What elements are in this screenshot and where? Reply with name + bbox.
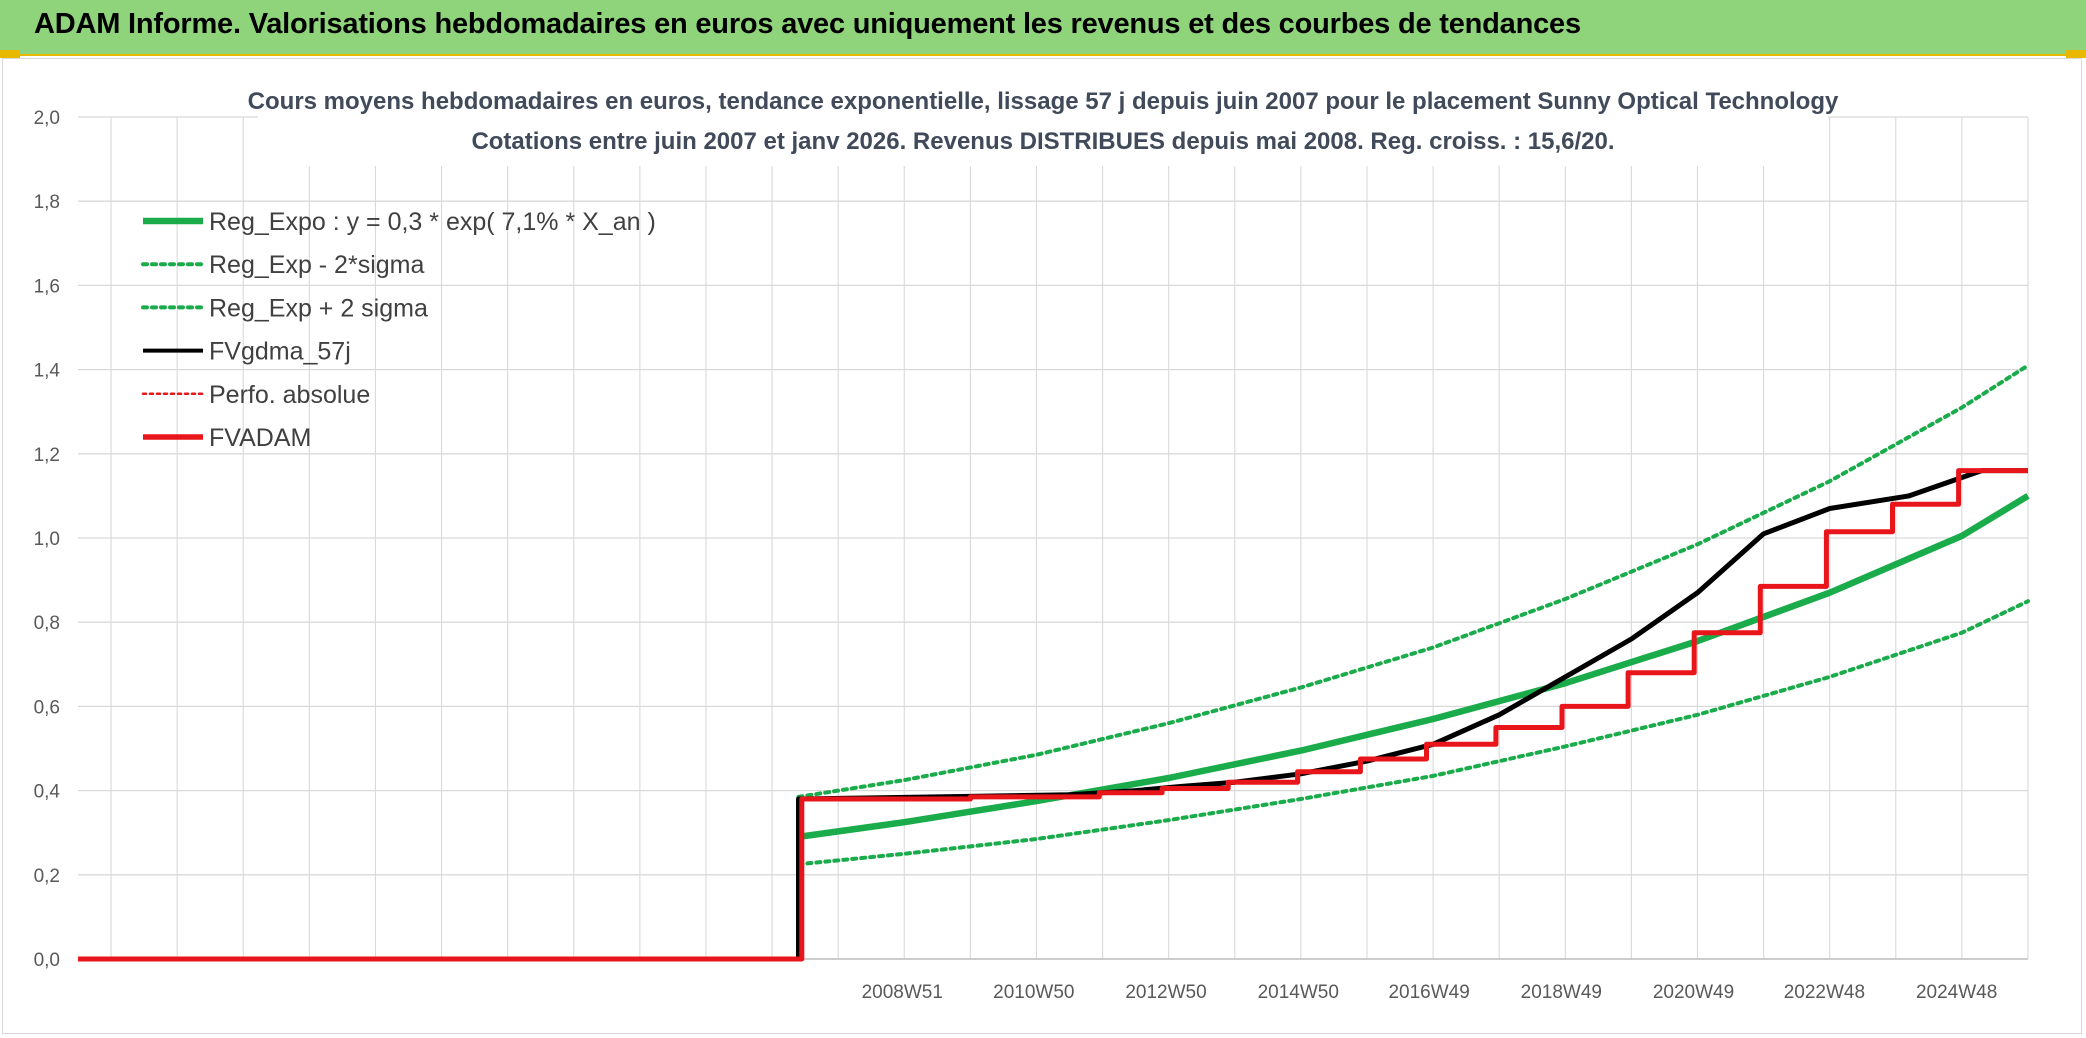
x-tick-label: 2024W48 [1916,982,1997,1003]
x-tick-label: 2016W49 [1388,982,1469,1003]
chart-title: Cours moyens hebdomadaires en euros, ten… [248,88,1839,115]
legend: Reg_Expo : y = 0,3 * exp( 7,1% * X_an ) R… [141,208,656,452]
y-tick-label: 1,0 [34,529,60,550]
y-tick-label: 0,4 [34,782,61,803]
y-axis-ticks: 0,0 0,2 0,4 0,6 0,8 1,0 1,2 1,4 1,6 1,8 2,0 [34,108,61,971]
x-tick-label: 2012W50 [1125,982,1206,1003]
title-background [258,80,1828,166]
series-line-0 [798,493,2030,841]
y-tick-label: 0,8 [34,613,60,634]
report-title: ADAM Informe. Valorisations hebdomadaire… [34,8,1581,40]
x-tick-label: 2008W51 [862,982,943,1003]
y-tick-label: 0,0 [34,950,60,971]
y-tick-label: 1,4 [34,361,61,382]
series-line-1 [796,599,2030,867]
series-line-2 [796,363,2030,799]
x-tick-label: 2014W50 [1258,982,1339,1003]
y-tick-label: 0,2 [34,866,60,887]
x-axis-ticks: 2008W51 2010W50 2012W50 2014W50 2016W49 2018W… [862,982,1998,1003]
x-tick-label: 2022W48 [1784,982,1865,1003]
legend-label: Reg_Expo : y = 0,3 * exp( 7,1% * X_an ) [209,208,656,236]
grid-lines [78,116,2029,960]
right-accent-bar [2066,50,2086,58]
y-tick-label: 1,2 [34,445,60,466]
series-line-4 [78,468,2028,962]
series-lines [78,363,2030,962]
y-tick-label: 0,6 [34,697,60,718]
y-tick-label: 2,0 [34,108,60,129]
y-tick-label: 1,6 [34,276,60,297]
series-line-3 [78,468,2028,962]
y-tick-label: 1,8 [34,192,60,213]
legend-label: Perfo. absolue [209,381,370,409]
legend-label: FVADAM [209,424,311,452]
left-accent-bar [0,50,20,58]
chart-frame [2,58,2082,1034]
x-tick-label: 2020W49 [1653,982,1734,1003]
chart-subtitle: Cotations entre juin 2007 et janv 2026. … [471,128,1614,155]
x-tick-label: 2010W50 [993,982,1074,1003]
legend-label: Reg_Exp + 2 sigma [209,294,428,322]
report-banner: ADAM Informe. Valorisations hebdomadaire… [0,0,2086,56]
legend-label: Reg_Exp - 2*sigma [209,251,424,279]
legend-label: FVgdma_57j [209,338,351,366]
x-tick-label: 2018W49 [1521,982,1602,1003]
